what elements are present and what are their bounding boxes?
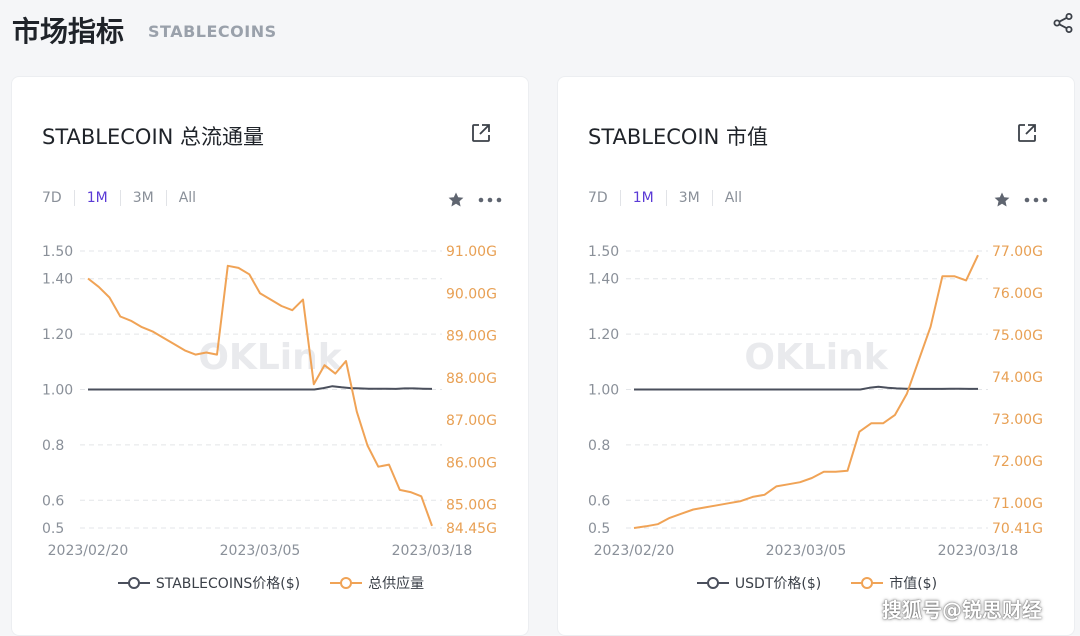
series-line-value <box>633 254 979 529</box>
y-tick-label-left: 0.5 <box>42 521 64 537</box>
y-tick-label-right: 77.00G <box>992 244 1043 260</box>
range-tabs: 7D 1M 3M All <box>588 190 754 206</box>
legend-swatch-price <box>696 577 729 589</box>
legend-label-price: USDT价格($) <box>734 576 822 592</box>
y-tick-label-left: 1.50 <box>588 244 619 260</box>
tab-3m[interactable]: 3M <box>132 190 154 206</box>
y-tick-label-left: 1.50 <box>42 244 73 260</box>
y-tick-label-left: 0.8 <box>42 438 64 454</box>
star-icon[interactable] <box>447 191 465 209</box>
y-tick-label-right: 70.41G <box>992 521 1043 537</box>
chart-watermark: OKLink <box>744 337 888 378</box>
y-tick-label-right: 84.45G <box>446 521 497 537</box>
chart-legend: STABLECOINS价格($) 总供应量 <box>12 573 530 593</box>
tab-1m[interactable]: 1M <box>632 190 654 206</box>
y-tick-label-right: 72.00G <box>992 454 1043 470</box>
y-tick-label-left: 1.00 <box>588 383 619 399</box>
share-icon[interactable] <box>1052 12 1074 34</box>
y-tick-label-right: 90.00G <box>446 286 497 302</box>
page-title: 市场指标 <box>12 15 125 48</box>
y-tick-label-right: 91.00G <box>446 244 497 260</box>
star-icon[interactable] <box>993 191 1011 209</box>
y-tick-label-right: 87.00G <box>446 413 497 429</box>
legend-swatch-supply <box>330 577 363 589</box>
y-tick-label-left: 0.8 <box>588 438 610 454</box>
card-title: STABLECOIN 总流通量 <box>42 125 265 149</box>
legend-item-price[interactable]: USDT价格($) <box>696 573 822 593</box>
chart-legend: USDT价格($) 市值($) <box>558 573 1076 593</box>
legend-item-supply[interactable]: 总供应量 <box>330 573 424 593</box>
footer-watermark: 搜狐号@锐思财经 <box>882 598 1042 622</box>
y-tick-label-left: 1.00 <box>42 383 73 399</box>
external-link-icon[interactable] <box>1016 122 1038 144</box>
x-tick-label: 2023/03/18 <box>392 543 473 559</box>
legend-swatch-price <box>117 577 150 589</box>
y-tick-label-left: 1.20 <box>588 327 619 343</box>
series-line-price <box>88 385 433 391</box>
tab-divider <box>619 190 621 206</box>
y-tick-label-right: 89.00G <box>446 329 497 345</box>
y-tick-label-left: 1.40 <box>588 272 619 288</box>
tab-3m[interactable]: 3M <box>678 190 700 206</box>
tab-all[interactable]: All <box>178 190 197 206</box>
tab-divider <box>165 190 167 206</box>
supply-card: STABLECOIN 总流通量 7D 1M 3M All 1.50 1.40 1.2… <box>11 76 529 636</box>
y-tick-label-right: 86.00G <box>446 455 497 471</box>
legend-item-price[interactable]: STABLECOINS价格($) <box>117 573 301 593</box>
external-link-icon[interactable] <box>470 122 492 144</box>
tab-divider <box>711 190 713 206</box>
supply-chart: 1.50 1.40 1.20 1.00 0.8 0.6 0.5 91.00G 90.00G 89.… <box>42 244 497 559</box>
x-tick-label: 2023/03/18 <box>938 543 1019 559</box>
y-tick-label-left: 1.20 <box>42 327 73 343</box>
tab-7d[interactable]: 7D <box>588 190 608 206</box>
x-tick-label: 2023/02/20 <box>594 543 675 559</box>
page-header: 市场指标 STABLECOINS <box>0 0 1080 60</box>
x-tick-label: 2023/03/05 <box>220 543 301 559</box>
legend-item-market-cap[interactable]: 市值($) <box>851 573 937 593</box>
page-subtitle: STABLECOINS <box>148 22 277 41</box>
y-tick-label-right: 85.00G <box>446 498 497 514</box>
legend-label-supply: 总供应量 <box>368 576 425 592</box>
tab-divider <box>73 190 75 206</box>
y-tick-label-right: 71.00G <box>992 496 1043 512</box>
chart-watermark: OKLink <box>198 337 342 378</box>
x-tick-label: 2023/03/05 <box>766 543 847 559</box>
y-tick-label-right: 75.00G <box>992 328 1043 344</box>
card-title: STABLECOIN 市值 <box>588 125 769 149</box>
more-icon[interactable] <box>1024 191 1048 209</box>
market-cap-chart: 1.50 1.40 1.20 1.00 0.8 0.6 0.5 77.00G 76.00G 75.… <box>588 244 1043 559</box>
y-tick-label-left: 1.40 <box>42 272 73 288</box>
x-tick-label: 2023/02/20 <box>48 543 129 559</box>
y-tick-label-left: 0.6 <box>42 493 64 509</box>
more-icon[interactable] <box>478 191 502 209</box>
y-tick-label-right: 76.00G <box>992 286 1043 302</box>
tab-divider <box>665 190 667 206</box>
y-tick-label-left: 0.6 <box>588 493 610 509</box>
y-tick-label-right: 88.00G <box>446 371 497 387</box>
series-line-value <box>87 264 433 527</box>
series-line-price <box>634 385 978 391</box>
range-tabs: 7D 1M 3M All <box>42 190 208 206</box>
tab-all[interactable]: All <box>724 190 743 206</box>
y-tick-label-right: 74.00G <box>992 370 1043 386</box>
legend-label-price: STABLECOINS价格($) <box>155 576 301 592</box>
tab-7d[interactable]: 7D <box>42 190 62 206</box>
y-tick-label-left: 0.5 <box>588 521 610 537</box>
market-cap-card: STABLECOIN 市值 7D 1M 3M All 1.50 1.40 1.20 1… <box>557 76 1075 636</box>
tab-1m[interactable]: 1M <box>86 190 108 206</box>
legend-label-market-cap: 市值($) <box>889 576 938 592</box>
legend-swatch-market-cap <box>851 577 884 589</box>
tab-divider <box>119 190 121 206</box>
y-tick-label-right: 73.00G <box>992 412 1043 428</box>
